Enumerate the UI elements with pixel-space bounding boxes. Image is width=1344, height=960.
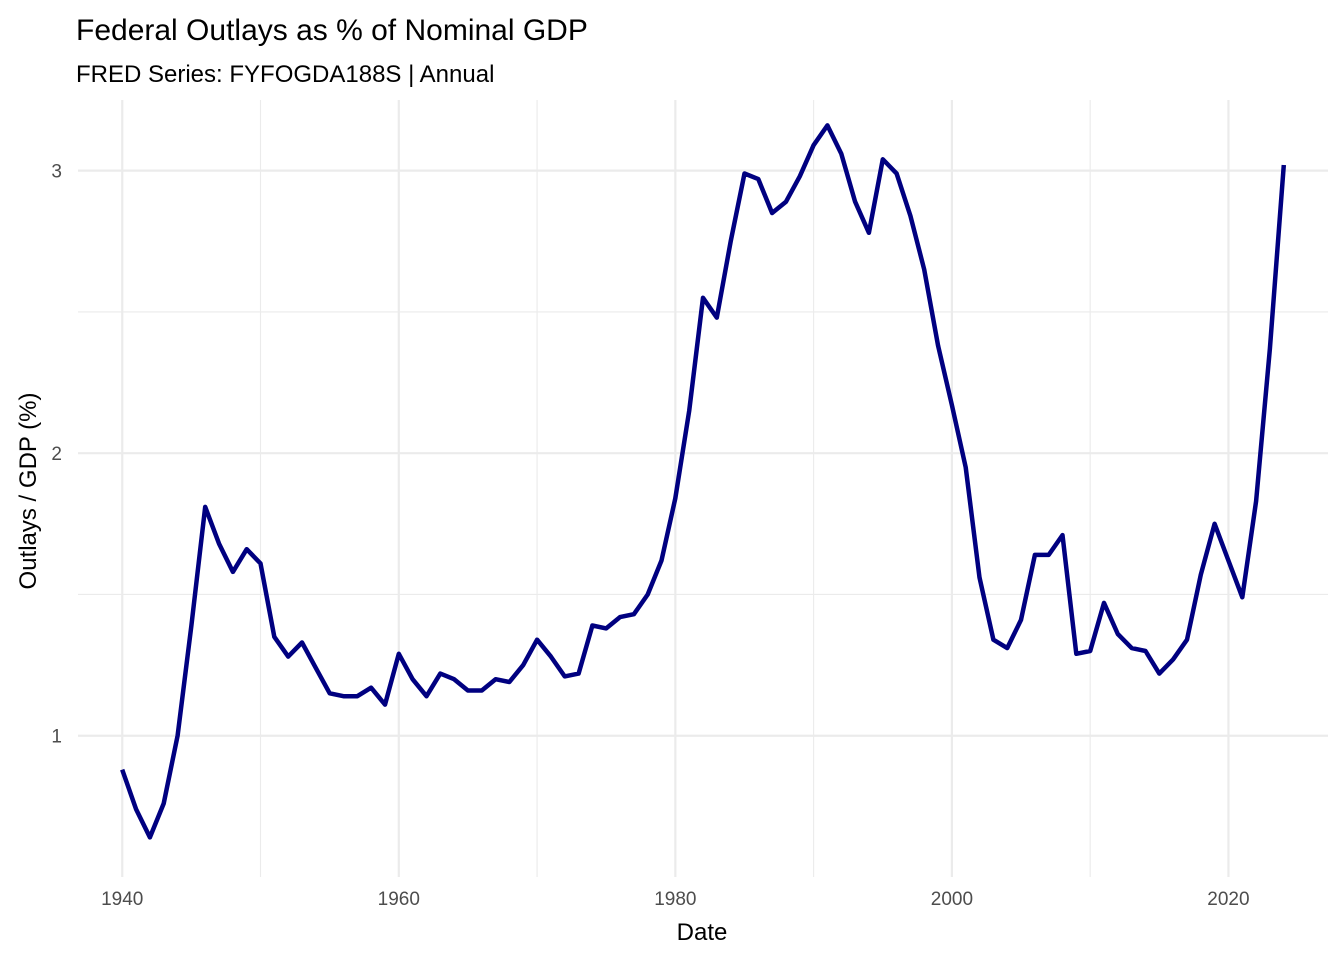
x-tick-label: 1940 bbox=[101, 889, 143, 910]
x-axis-ticks: 1940 1960 1980 2000 2020 bbox=[101, 889, 1249, 910]
chart-subtitle: FRED Series: FYFOGDA188S | Annual bbox=[76, 61, 494, 88]
y-axis-ticks: 1 2 3 bbox=[51, 162, 62, 748]
x-tick-label: 2020 bbox=[1207, 889, 1249, 910]
x-axis-title: Date bbox=[677, 919, 728, 946]
x-tick-label: 1960 bbox=[378, 889, 420, 910]
y-tick-label: 2 bbox=[51, 444, 62, 465]
chart-title: Federal Outlays as % of Nominal GDP bbox=[76, 14, 588, 47]
series-group bbox=[120, 123, 1287, 840]
grid-lines bbox=[78, 100, 1328, 877]
series-line bbox=[120, 123, 1287, 840]
y-axis-title: Outlays / GDP (%) bbox=[15, 393, 42, 590]
y-tick-label: 1 bbox=[51, 727, 62, 748]
x-tick-label: 1980 bbox=[654, 889, 696, 910]
x-tick-label: 2000 bbox=[931, 889, 973, 910]
y-tick-label: 3 bbox=[51, 162, 62, 183]
